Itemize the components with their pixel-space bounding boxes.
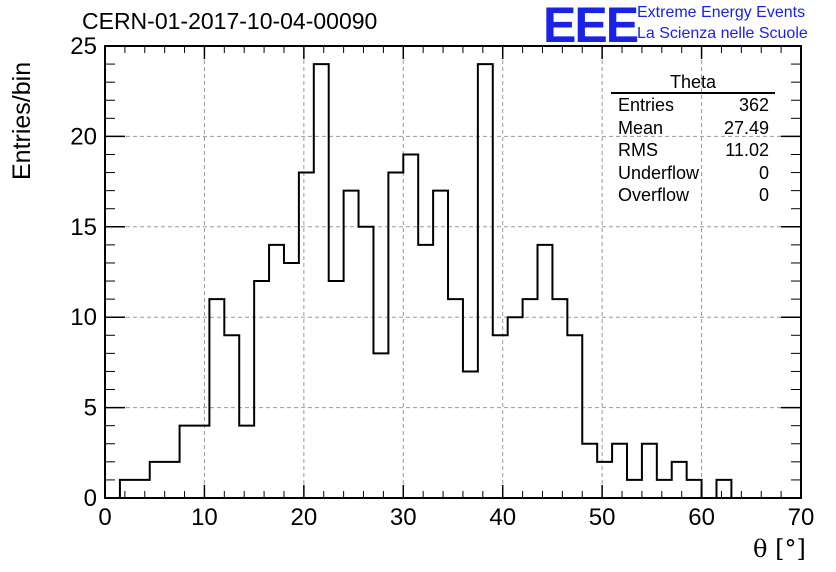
grid-lines [105, 46, 801, 498]
x-tick-label: 40 [489, 504, 516, 531]
stats-row-mean: Mean 27.49 [611, 117, 775, 140]
x-tick-label: 0 [98, 504, 111, 531]
histogram-bin [657, 480, 672, 498]
stats-label: Mean [618, 117, 664, 138]
logo-caption-line2: La Scienza nelle Scuole [637, 25, 808, 42]
stats-row-rms: RMS 11.02 [611, 139, 775, 162]
stats-value: 362 [738, 95, 769, 115]
x-tick-label: 20 [291, 504, 318, 531]
stats-label: Underflow [618, 162, 700, 183]
histogram-bin [135, 480, 150, 498]
histogram-bin [269, 245, 284, 498]
histogram-bin [150, 462, 165, 498]
y-tick-label: 25 [70, 33, 97, 60]
histogram-bin [180, 426, 195, 498]
histogram-bin [582, 444, 597, 498]
histogram-bin [687, 480, 702, 498]
histogram-bin [523, 299, 538, 498]
histogram-bin [120, 480, 135, 498]
histogram-bin [299, 173, 314, 498]
histogram-bin [493, 335, 508, 498]
histogram-bin [194, 426, 209, 498]
y-tick-label: 0 [84, 485, 97, 512]
axis-ticks [104, 45, 802, 499]
eee-logo: EEE [543, 0, 639, 53]
histogram-bin [716, 480, 731, 498]
x-tick-label: 10 [191, 504, 218, 531]
histogram-bin [567, 335, 582, 498]
run-title: CERN-01-2017-10-04-00090 [82, 8, 378, 34]
histogram-bin [403, 154, 418, 498]
histogram-bin [552, 299, 567, 498]
histogram-bin [224, 335, 239, 498]
y-tick-label: 5 [84, 395, 97, 422]
x-tick-label: 60 [688, 504, 715, 531]
y-tick-label: 10 [70, 304, 97, 331]
histogram-outline [118, 63, 747, 499]
stats-label: RMS [618, 140, 658, 161]
histogram-bin [627, 480, 642, 498]
histogram-bin [463, 371, 478, 498]
histogram-bin [359, 227, 374, 498]
axis-tick-labels: 0 10 20 30 40 50 60 70 0 5 10 15 20 25 [70, 33, 814, 531]
histogram-bin [433, 191, 448, 498]
histogram-bin [612, 444, 627, 498]
plot-frame [104, 45, 802, 499]
stats-row-entries: Entries 362 [611, 94, 775, 117]
stats-label: Entries [618, 95, 675, 115]
stats-row-overflow: Overflow 0 [611, 184, 775, 207]
histogram-bin [597, 462, 612, 498]
x-tick-label: 70 [788, 504, 815, 531]
histogram-bin [329, 281, 344, 498]
histogram-bin [284, 263, 299, 498]
stats-value: 0 [758, 185, 769, 206]
stats-value: 0 [758, 162, 769, 183]
histogram-bin [254, 281, 269, 498]
histogram-bin [538, 245, 553, 498]
x-tick-label: 30 [390, 504, 417, 531]
stats-row-underflow: Underflow 0 [611, 162, 775, 185]
y-tick-label: 20 [70, 123, 97, 150]
histogram-bin [373, 353, 388, 498]
histogram-bin [448, 299, 463, 498]
y-tick-label: 15 [70, 214, 97, 241]
x-axis-label: θ [°] [753, 535, 806, 563]
histogram-bin [344, 191, 359, 498]
histogram-bin [388, 173, 403, 498]
histogram-bin [165, 462, 180, 498]
histogram-bin [478, 64, 493, 498]
stats-label: Overflow [618, 185, 690, 206]
histogram-bin [672, 462, 687, 498]
stats-value: 27.49 [723, 117, 769, 138]
x-tick-label: 50 [589, 504, 616, 531]
histogram-bin [642, 444, 657, 498]
y-axis-label: Entries/bin [8, 61, 36, 180]
logo-caption-line1: Extreme Energy Events [637, 4, 806, 21]
stats-box: Theta Entries 362 Mean 27.49 RMS 11.02 U… [611, 73, 775, 207]
histogram-bin [239, 426, 254, 498]
stats-value: 11.02 [725, 140, 769, 161]
histogram-bin [418, 245, 433, 498]
stats-title: Theta [611, 73, 775, 94]
histogram-bin [314, 64, 329, 498]
histogram-bin [209, 299, 224, 498]
